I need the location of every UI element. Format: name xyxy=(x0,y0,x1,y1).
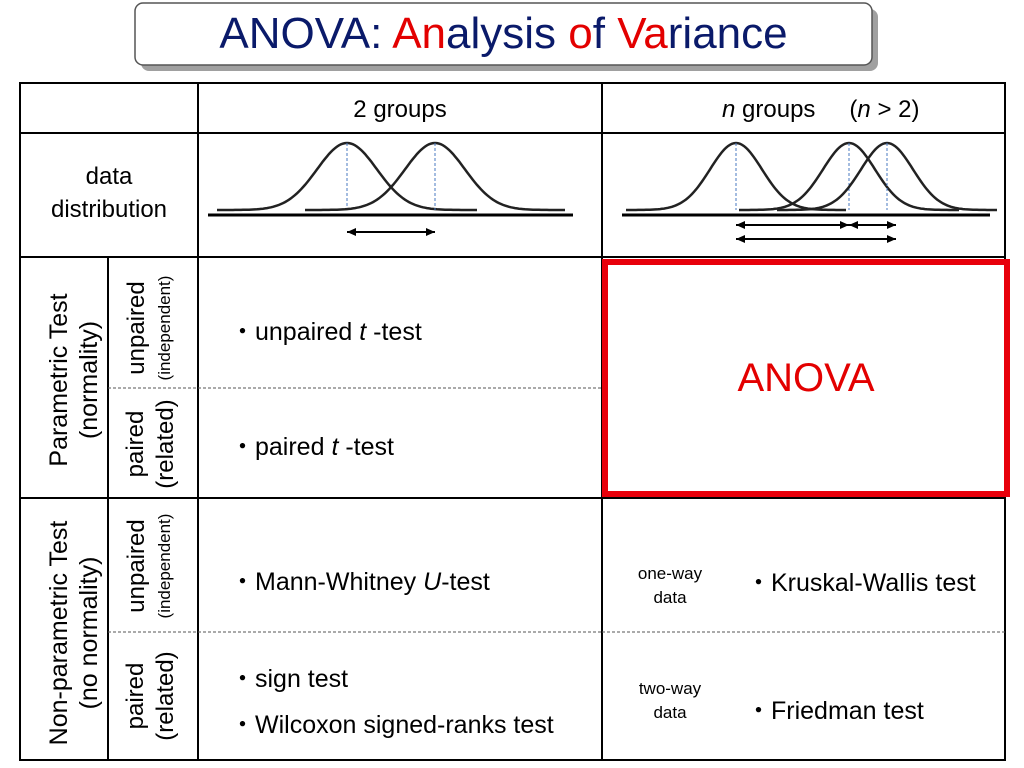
cell-one-way: one-way data xyxy=(637,564,703,607)
cell-mann-whitney: ・Mann-Whitney U-test xyxy=(230,568,490,596)
row-unpaired-2: unpaired (independent) xyxy=(123,513,174,619)
cell-unpaired-t: ・unpaired t -test xyxy=(230,318,422,346)
cell-two-way: two-way data xyxy=(638,679,702,722)
row-nonparametric: Non-parametric Test (no normality) xyxy=(45,520,103,746)
title-box xyxy=(134,2,873,66)
row-parametric: Parametric Test (normality) xyxy=(45,293,103,467)
header-two: 2 groups xyxy=(353,96,447,123)
row-dividers xyxy=(108,387,1005,633)
distributions xyxy=(208,141,997,243)
cell-anova: ANOVA xyxy=(737,356,875,400)
highlight-box xyxy=(602,259,1010,497)
cell-friedman: ・Friedman test xyxy=(746,697,924,725)
row-paired-2: paired (related) xyxy=(122,651,179,741)
cell-sign: ・sign test xyxy=(230,665,349,693)
title: ANOVA: Analysis of Variance xyxy=(219,9,788,58)
row-paired-1: paired (related) xyxy=(122,399,179,489)
row-distribution: data distribution xyxy=(50,163,168,223)
header-n: n groups (n > 2) xyxy=(722,96,920,123)
cell-paired-t: ・paired t -test xyxy=(230,433,394,461)
cell-wilcoxon: ・Wilcoxon signed-ranks test xyxy=(230,711,554,739)
cell-kruskal: ・Kruskal-Wallis test xyxy=(746,569,976,597)
row-unpaired-1: unpaired (independent) xyxy=(123,275,174,381)
arrow-head xyxy=(347,228,435,236)
